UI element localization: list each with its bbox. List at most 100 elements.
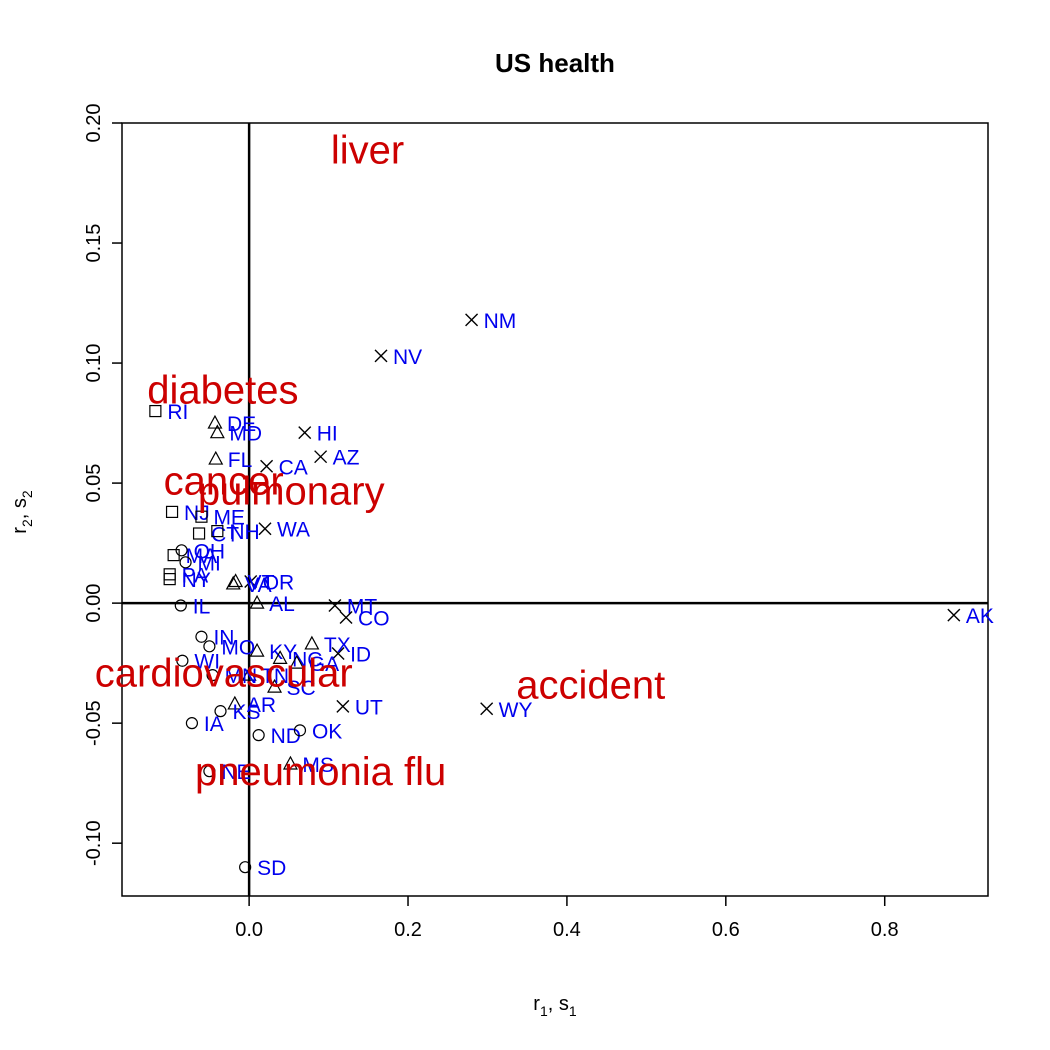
point-co xyxy=(339,611,353,625)
y-axis-label-sep: , s xyxy=(9,498,31,519)
point-label-al: AL xyxy=(269,593,295,616)
point-label-nh: NH xyxy=(229,521,259,544)
point-mo xyxy=(203,640,216,653)
point-label-nj: NJ xyxy=(184,502,210,525)
point-or xyxy=(244,575,258,589)
point-de xyxy=(207,414,223,429)
variable-label-accident: accident xyxy=(516,664,665,708)
point-label-wy: WY xyxy=(499,699,533,722)
point-va xyxy=(225,575,241,590)
point-sd xyxy=(239,861,252,874)
variable-label-pulmonary: pulmonary xyxy=(198,469,385,513)
point-label-ne: NE xyxy=(221,761,250,784)
point-ky xyxy=(249,642,265,657)
point-label-il: IL xyxy=(193,596,211,619)
point-label-ak: AK xyxy=(966,605,994,628)
x-axis-label-sub1: 1 xyxy=(540,1003,548,1019)
point-hi xyxy=(298,426,312,440)
point-wa xyxy=(258,522,272,536)
y-tick-label: 0.00 xyxy=(83,584,105,623)
point-mi xyxy=(179,556,192,569)
y-tick-label: -0.05 xyxy=(83,700,105,746)
y-tick-label: -0.10 xyxy=(83,820,105,866)
point-mt xyxy=(328,599,342,613)
point-label-va: VA xyxy=(245,574,271,597)
point-oh xyxy=(175,544,188,557)
y-tick-label: 0.20 xyxy=(83,104,105,143)
point-az xyxy=(314,450,328,464)
point-pa xyxy=(163,568,176,581)
point-label-sd: SD xyxy=(257,857,286,880)
point-label-mn: MN xyxy=(225,665,258,688)
point-tn xyxy=(241,666,257,681)
point-label-in: IN xyxy=(213,627,234,650)
point-label-de: DE xyxy=(227,413,256,436)
variable-label-cancer: cancer xyxy=(164,460,284,504)
point-label-nv: NV xyxy=(393,346,422,369)
point-label-tx: TX xyxy=(324,634,351,657)
x-axis-label-main: r xyxy=(533,993,540,1015)
point-wy xyxy=(480,702,494,716)
point-label-ny: NY xyxy=(182,569,211,592)
point-label-vt: VT xyxy=(248,572,275,595)
point-label-ar: AR xyxy=(247,694,276,717)
point-label-mo: MO xyxy=(221,636,255,659)
point-me xyxy=(195,510,208,523)
point-ks xyxy=(214,705,227,718)
point-nh xyxy=(211,525,224,538)
x-tick-label: 0.6 xyxy=(712,919,740,941)
point-nj xyxy=(165,505,179,519)
x-axis-label-sep: , s xyxy=(548,993,569,1015)
y-axis-label-sub2: 2 xyxy=(19,490,35,498)
point-nm xyxy=(465,313,479,327)
point-fl xyxy=(208,450,224,465)
y-tick-label: 0.10 xyxy=(83,344,105,383)
point-ut xyxy=(336,699,350,713)
point-label-wa: WA xyxy=(277,519,310,542)
point-label-ri: RI xyxy=(167,401,188,424)
point-al xyxy=(249,594,265,609)
point-label-or: OR xyxy=(263,572,295,595)
point-ga xyxy=(289,654,305,669)
x-tick-label: 0.2 xyxy=(394,919,422,941)
point-label-co: CO xyxy=(358,608,390,631)
point-label-mi: MI xyxy=(198,552,221,575)
x-tick-label: 0.4 xyxy=(553,919,581,941)
variable-label-pneumonia-flu: pneumonia flu xyxy=(195,750,446,794)
plot-area: 0.0 0.2 0.4 0.6 0.8 -0.10 -0.05 0.00 0.05 0.10 0.1… xyxy=(83,104,994,941)
point-md xyxy=(209,424,225,439)
y-axis-label-main: r xyxy=(9,527,31,534)
y-tick-label: 0.15 xyxy=(83,224,105,263)
point-label-id: ID xyxy=(350,644,371,667)
point-label-ia: IA xyxy=(204,713,224,736)
point-label-ga: GA xyxy=(309,653,339,676)
point-label-sc: SC xyxy=(287,677,316,700)
point-label-tn: TN xyxy=(261,665,289,688)
point-label-ca: CA xyxy=(279,456,308,479)
point-label-ok: OK xyxy=(312,720,342,743)
x-axis-label: r1, s1 xyxy=(533,993,577,1019)
y-axis-label: r2, s2 xyxy=(9,490,35,534)
point-ms xyxy=(282,755,298,770)
point-ak xyxy=(947,608,961,622)
point-label-fl: FL xyxy=(228,449,253,472)
point-label-ut: UT xyxy=(355,696,383,719)
point-label-nd: ND xyxy=(271,725,301,748)
point-wi xyxy=(176,654,189,667)
y-axis-label-sub1: 2 xyxy=(19,519,35,527)
chart-title: US health xyxy=(495,48,615,78)
point-ia xyxy=(185,717,199,730)
point-label-pa: PA xyxy=(182,564,208,587)
plot-frame xyxy=(121,122,989,897)
point-label-wi: WI xyxy=(194,651,220,674)
point-ar xyxy=(227,695,243,710)
variable-label-liver: liver xyxy=(331,128,404,172)
point-nc xyxy=(272,650,288,664)
point-mn xyxy=(206,669,219,682)
point-ma xyxy=(167,549,180,562)
point-label-ms: MS xyxy=(302,754,334,777)
x-axis-label-sub2: 1 xyxy=(569,1003,577,1019)
variable-label-cardiovascular: cardiovascular xyxy=(95,652,353,696)
point-label-nm: NM xyxy=(484,310,517,333)
